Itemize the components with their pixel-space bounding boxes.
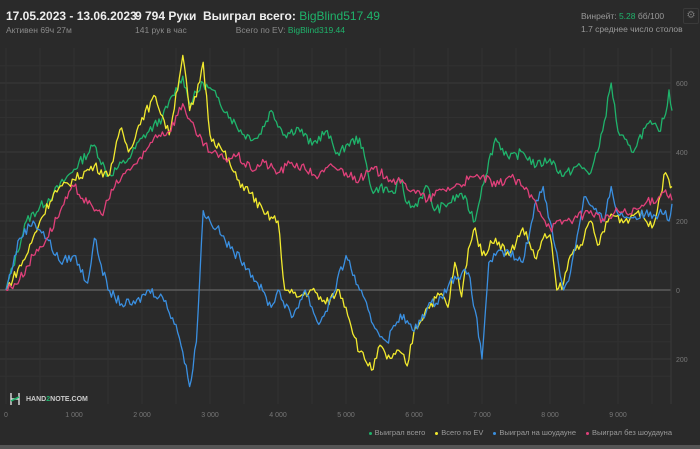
date-range[interactable]: 17.05.2023 - 13.06.2023: [6, 9, 137, 23]
ev-value: BigBlind319.44: [287, 25, 345, 35]
legend-label: Выиграл без шоудауна: [592, 428, 672, 437]
legend-dot-icon: [368, 431, 372, 435]
x-tick-label: 9 000: [609, 412, 627, 419]
winrate: Винрейт: 5.28 бб/100: [581, 11, 664, 21]
legend-label: Выиграл на шоудауне: [499, 428, 576, 437]
x-tick-label: 4 000: [269, 412, 287, 419]
x-tick-label: 3 000: [201, 412, 219, 419]
won-label: Выиграл всего:: [203, 9, 296, 23]
logo-text: HAND2NOTE.COM: [26, 395, 88, 403]
x-tick-label: 6 000: [405, 412, 423, 419]
x-tick-label: 1 000: [65, 412, 83, 419]
legend-dot-icon: [586, 431, 589, 435]
won-total: Выиграл всего: BigBlind517.49: [203, 9, 380, 23]
active-time: Активен 69ч 27м: [6, 25, 72, 35]
series-line-1: [5, 75, 673, 291]
legend-dot-icon: [435, 431, 439, 435]
y-tick-label: 200: [676, 357, 688, 364]
legend: Выиграл всего Всего по EV Выиграл на шоуда…: [368, 428, 672, 437]
winrate-value: 5.28: [618, 11, 636, 21]
hands-per-hour: 141 рук в час: [135, 25, 187, 35]
legend-item[interactable]: Выиграл всего: [368, 428, 426, 437]
y-tick-label: 0: [676, 288, 680, 295]
legend-item[interactable]: Выиграл на шоудауне: [493, 428, 576, 437]
legend-label: Всего по EV: [441, 428, 484, 437]
legend-dot-icon: [493, 431, 497, 435]
x-tick-label: 2 000: [133, 412, 151, 419]
y-tick-label: 400: [676, 150, 688, 157]
x-tick-label: 5 000: [337, 412, 355, 419]
hand2note-logo: HAND2NOTE.COM: [8, 392, 88, 406]
legend-item[interactable]: Всего по EV: [435, 428, 483, 437]
series-line-4: [5, 103, 673, 291]
series-line-2: [5, 54, 673, 371]
ev-total: Всего по EV: BigBlind319.44: [236, 25, 345, 35]
winrate-label: Винрейт:: [581, 11, 617, 21]
legend-label: Выиграл всего: [374, 428, 426, 437]
x-tick-label: 7 000: [473, 412, 491, 419]
bottom-bar: [0, 445, 700, 449]
x-tick-label: 0: [4, 412, 8, 419]
legend-item[interactable]: Выиграл без шоудауна: [586, 428, 672, 437]
y-tick-label: 600: [676, 81, 688, 88]
winrate-unit: бб/100: [637, 11, 665, 21]
x-tick-label: 8 000: [541, 412, 559, 419]
header: 17.05.2023 - 13.06.2023 Активен 69ч 27м …: [0, 0, 700, 40]
won-value: BigBlind517.49: [299, 9, 380, 23]
avg-tables: 1.7 среднее число столов: [581, 24, 683, 34]
hands-count: 9 794 Руки: [135, 9, 197, 23]
gear-icon[interactable]: ⚙: [683, 8, 699, 24]
y-tick-label: 200: [676, 219, 688, 226]
ev-label: Всего по EV:: [235, 25, 286, 35]
logo-icon: [10, 393, 20, 405]
series-line-3: [5, 185, 673, 388]
